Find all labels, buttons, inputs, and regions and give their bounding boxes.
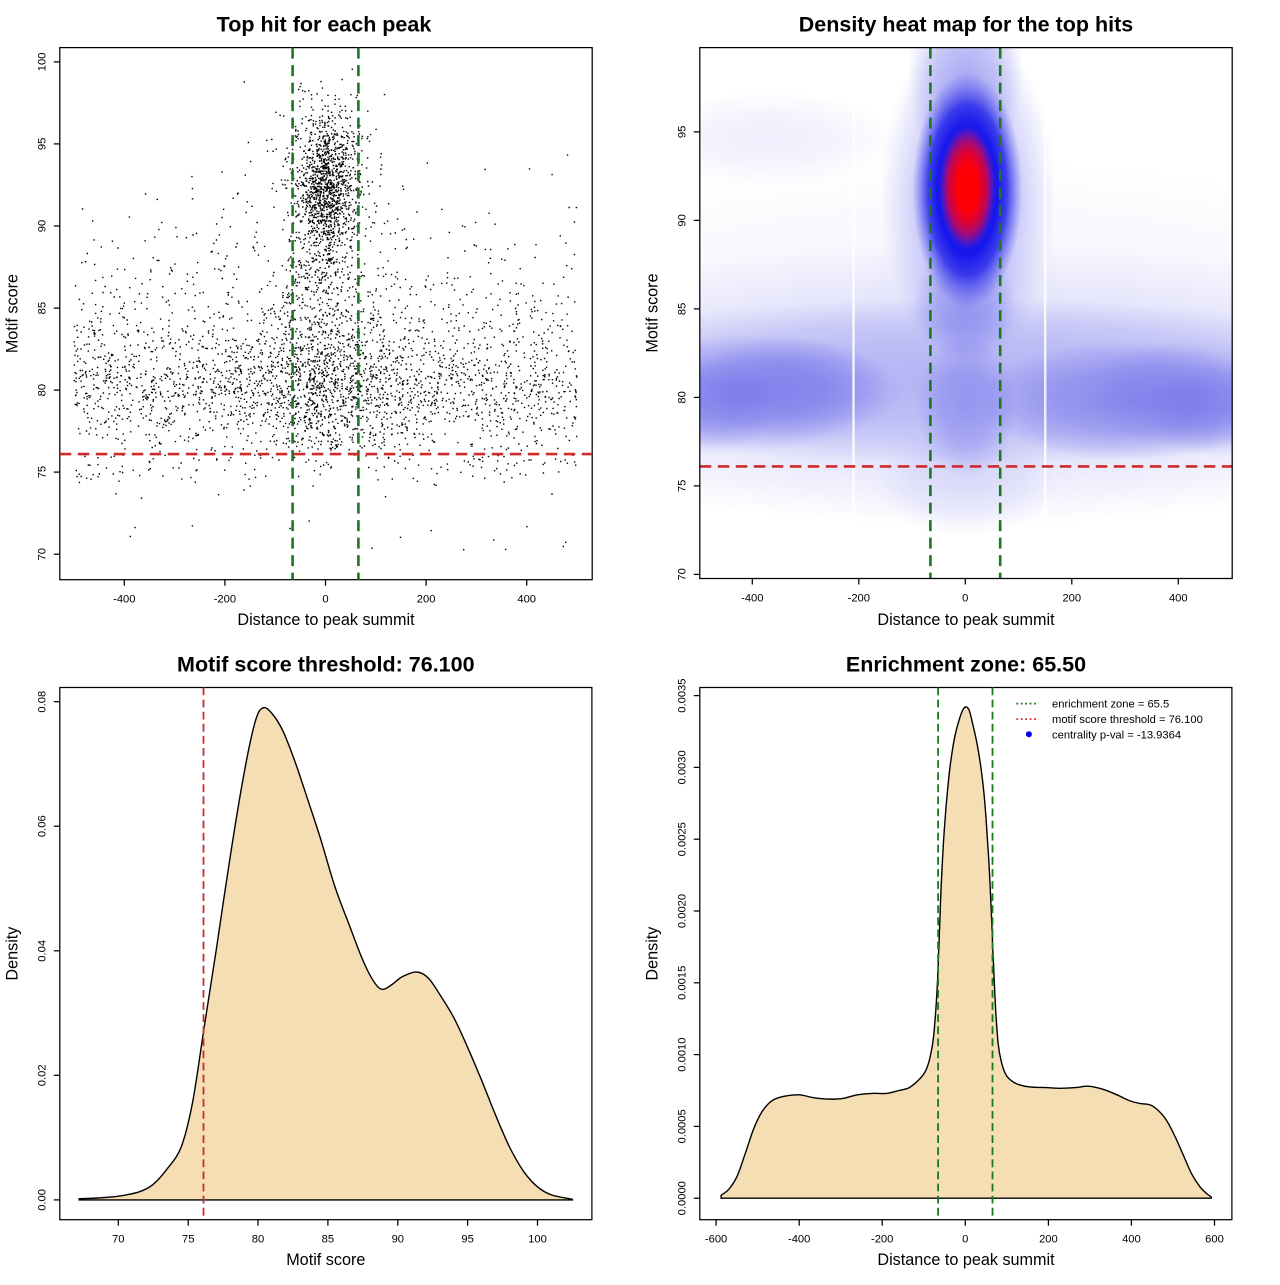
svg-text:90: 90: [392, 1234, 404, 1246]
svg-text:0.00: 0.00: [36, 1189, 48, 1211]
svg-text:600: 600: [1205, 1234, 1224, 1246]
svg-text:Density heat map for the top h: Density heat map for the top hits: [799, 13, 1134, 37]
svg-text:0.0000: 0.0000: [676, 1181, 688, 1215]
svg-text:70: 70: [676, 568, 688, 580]
svg-text:-200: -200: [214, 594, 236, 606]
svg-text:0: 0: [322, 594, 328, 606]
svg-text:Distance to peak summit: Distance to peak summit: [237, 611, 415, 629]
svg-text:Density: Density: [3, 926, 21, 981]
svg-text:0.0015: 0.0015: [676, 966, 688, 1000]
svg-text:0.02: 0.02: [36, 1064, 48, 1086]
svg-text:0.06: 0.06: [36, 815, 48, 837]
svg-text:0: 0: [962, 1234, 968, 1246]
svg-text:70: 70: [112, 1234, 124, 1246]
svg-text:0.04: 0.04: [36, 940, 48, 962]
svg-text:100: 100: [528, 1234, 547, 1246]
svg-text:centrality p-val = -13.9364: centrality p-val = -13.9364: [1052, 729, 1181, 741]
svg-text:85: 85: [676, 303, 688, 315]
svg-text:0: 0: [962, 593, 968, 605]
svg-text:400: 400: [517, 594, 536, 606]
svg-text:95: 95: [36, 138, 48, 150]
svg-text:200: 200: [1039, 1234, 1058, 1246]
svg-text:75: 75: [36, 466, 48, 478]
svg-text:-200: -200: [848, 593, 870, 605]
svg-text:100: 100: [36, 53, 48, 72]
svg-text:85: 85: [322, 1234, 334, 1246]
svg-text:-400: -400: [113, 594, 135, 606]
svg-text:Motif score: Motif score: [3, 274, 21, 353]
svg-text:Motif score threshold: 76.100: Motif score threshold: 76.100: [177, 653, 475, 677]
svg-text:0.0035: 0.0035: [676, 678, 688, 712]
svg-text:-400: -400: [741, 593, 763, 605]
svg-text:0.0005: 0.0005: [676, 1109, 688, 1143]
svg-text:Density: Density: [643, 926, 661, 981]
svg-text:0.0020: 0.0020: [676, 894, 688, 928]
svg-text:95: 95: [676, 126, 688, 138]
svg-text:Distance to peak summit: Distance to peak summit: [877, 1251, 1055, 1269]
svg-text:80: 80: [252, 1234, 264, 1246]
svg-text:400: 400: [1169, 593, 1188, 605]
svg-text:-400: -400: [788, 1234, 810, 1246]
svg-text:80: 80: [676, 391, 688, 403]
svg-text:Motif score: Motif score: [643, 273, 661, 352]
svg-text:400: 400: [1122, 1234, 1141, 1246]
svg-text:80: 80: [36, 384, 48, 396]
svg-text:-600: -600: [705, 1234, 727, 1246]
svg-text:-200: -200: [871, 1234, 893, 1246]
svg-text:90: 90: [36, 220, 48, 232]
svg-text:200: 200: [417, 594, 436, 606]
svg-text:0.0025: 0.0025: [676, 822, 688, 856]
svg-text:95: 95: [461, 1234, 473, 1246]
svg-text:0.0030: 0.0030: [676, 750, 688, 784]
svg-text:motif score threshold = 76.100: motif score threshold = 76.100: [1052, 714, 1203, 726]
svg-text:Distance to peak summit: Distance to peak summit: [877, 611, 1055, 629]
svg-text:Enrichment zone: 65.50: Enrichment zone: 65.50: [846, 653, 1086, 677]
svg-text:75: 75: [182, 1234, 194, 1246]
svg-text:200: 200: [1062, 593, 1081, 605]
svg-text:85: 85: [36, 302, 48, 314]
svg-text:75: 75: [676, 480, 688, 492]
svg-text:Top hit for each peak: Top hit for each peak: [217, 13, 432, 37]
svg-text:90: 90: [676, 214, 688, 226]
svg-text:Motif score: Motif score: [286, 1251, 365, 1269]
svg-text:0.08: 0.08: [36, 691, 48, 713]
svg-text:0.0010: 0.0010: [676, 1037, 688, 1071]
svg-text:70: 70: [36, 548, 48, 560]
svg-text:enrichment zone = 65.5: enrichment zone = 65.5: [1052, 698, 1169, 710]
